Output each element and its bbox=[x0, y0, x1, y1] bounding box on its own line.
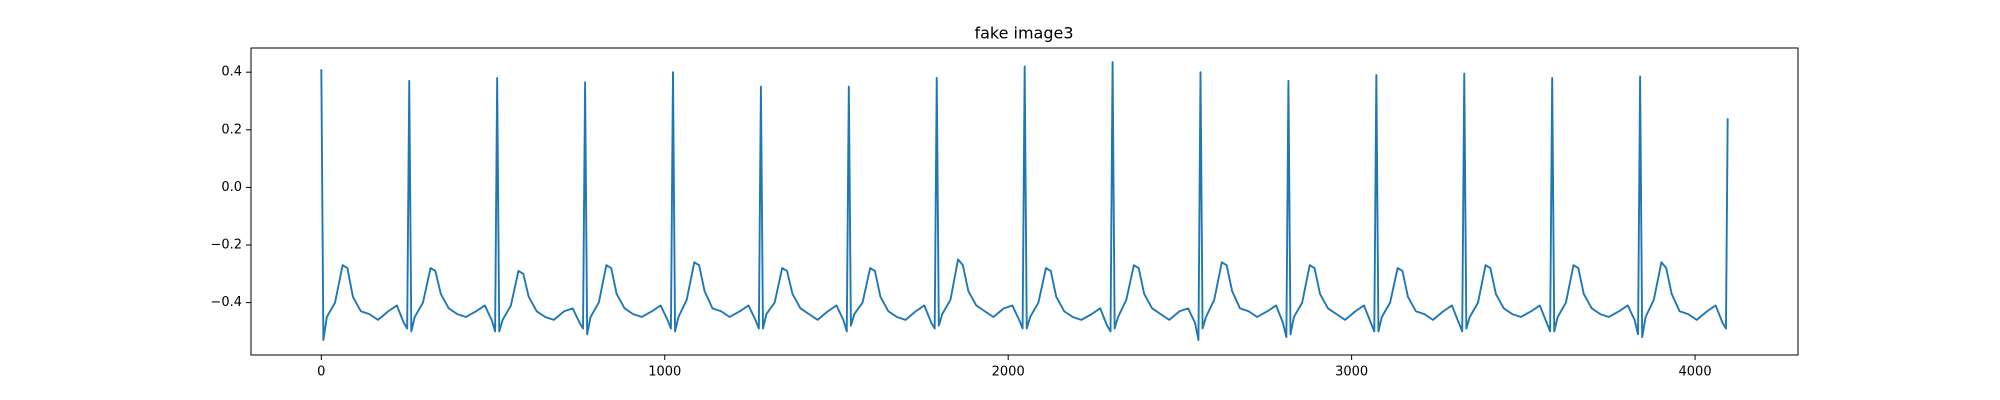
y-tick-label: −0.4 bbox=[210, 295, 242, 310]
x-tick-label: 0 bbox=[317, 365, 325, 380]
y-tick-label: 0.0 bbox=[221, 180, 242, 195]
y-tick-label: 0.4 bbox=[221, 65, 242, 80]
x-tick-label: 2000 bbox=[992, 365, 1025, 380]
x-tick-label: 1000 bbox=[648, 365, 681, 380]
plot-frame bbox=[250, 47, 1799, 356]
x-tick-label: 4000 bbox=[1679, 365, 1712, 380]
data-line bbox=[320, 61, 1729, 341]
x-tick-label: 3000 bbox=[1335, 365, 1368, 380]
y-tick-label: 0.2 bbox=[221, 122, 242, 137]
chart-title: fake image3 bbox=[974, 24, 1073, 43]
y-tick-label: −0.2 bbox=[210, 237, 242, 252]
